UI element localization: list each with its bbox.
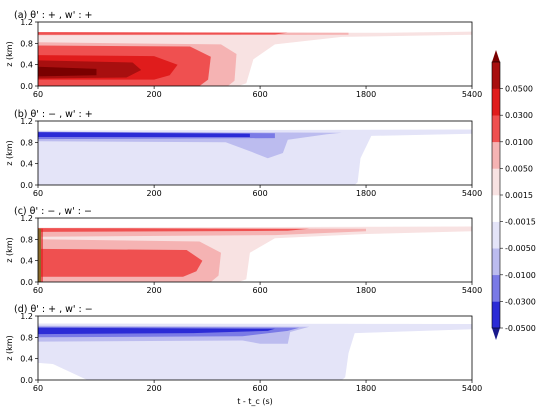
panel-title: (d) θ' : + , w' : − xyxy=(14,304,93,315)
panel-4-field xyxy=(38,316,472,380)
y-tick-label: 0.4 xyxy=(20,61,33,70)
colorbar-tick-label: 0.0015 xyxy=(505,191,533,200)
colorbar-bin xyxy=(492,301,500,329)
x-tick-label: 60 xyxy=(33,189,43,198)
x-tick-label: 200 xyxy=(146,90,161,99)
x-tick-label: 5400 xyxy=(462,286,482,295)
colorbar-tick-label: -0.0015 xyxy=(505,218,536,227)
panel-2: (b) θ' : − , w' : + 0.0 0.4 0.8 1.2 60 200 600 1… xyxy=(5,109,482,198)
colorbar-bin xyxy=(492,248,500,276)
colorbar-tick-label: -0.0100 xyxy=(505,271,536,280)
y-tick-label: 0.0 xyxy=(20,376,33,385)
plot-frame xyxy=(37,217,473,283)
y-tick-label: 0.4 xyxy=(20,257,33,266)
x-tick-label: 600 xyxy=(252,384,267,393)
colorbar-tick-label: 0.0500 xyxy=(505,85,533,94)
colorbar: -0.0500 -0.0300 -0.0100 -0.0050 -0.0015 0.001… xyxy=(491,50,536,340)
x-tick-label: 60 xyxy=(33,286,43,295)
colorbar-bin xyxy=(492,221,500,249)
x-axis-label: t - t_c (s) xyxy=(237,397,273,406)
panel-title: (b) θ' : − , w' : + xyxy=(14,109,93,120)
panel-1: (a) θ' : + , w' : + 0.0 0.4 0.8 1.2 60 200 600 1… xyxy=(5,10,482,99)
x-tick-label: 200 xyxy=(146,384,161,393)
x-tick-label: 200 xyxy=(146,189,161,198)
x-tick-label: 1800 xyxy=(356,189,376,198)
x-tick-label: 5400 xyxy=(462,90,482,99)
panel-1-field xyxy=(38,22,472,86)
y-tick-label: 0.4 xyxy=(20,160,33,169)
x-tick-label: 5400 xyxy=(462,189,482,198)
panel-3: (c) θ' : − , w' : − 0.0 0.4 0.8 1.2 60 200 600 1… xyxy=(5,206,482,295)
x-tick-label: 60 xyxy=(33,384,43,393)
colorbar-tick-label: -0.0500 xyxy=(505,324,536,333)
y-tick-label: 0.0 xyxy=(20,82,33,91)
x-tick-label: 200 xyxy=(146,286,161,295)
contour-level-1 xyxy=(38,129,472,185)
colorbar-tick-label: -0.0050 xyxy=(505,244,536,253)
edge-strip-inner xyxy=(41,228,43,282)
panel-4: (d) θ' : + , w' : − 0.0 0.4 0.8 1.2 60 200 600 1… xyxy=(5,304,482,393)
contour-level-4 xyxy=(38,327,275,335)
panel-title: (c) θ' : − , w' : − xyxy=(14,206,92,217)
y-tick-label: 1.2 xyxy=(20,214,33,223)
contour-upper-3 xyxy=(38,228,310,232)
colorbar-bin xyxy=(492,88,500,116)
x-tick-label: 60 xyxy=(33,90,43,99)
colorbar-bin xyxy=(492,141,500,169)
colorbar-bin xyxy=(492,168,500,196)
x-tick-label: 1800 xyxy=(356,384,376,393)
colorbar-bin xyxy=(492,62,500,89)
colorbar-bin xyxy=(492,195,500,222)
y-tick-label: 0.8 xyxy=(20,39,33,48)
y-tick-label: 0.4 xyxy=(20,355,33,364)
y-tick-label: 0.8 xyxy=(20,138,33,147)
y-axis-label: z (km) xyxy=(5,237,14,262)
y-tick-label: 0.8 xyxy=(20,333,33,342)
contour-level-4 xyxy=(38,132,250,137)
y-tick-label: 1.2 xyxy=(20,18,33,27)
contour-upper-3 xyxy=(38,32,288,35)
x-tick-label: 1800 xyxy=(356,90,376,99)
contour-lower-3 xyxy=(38,248,203,277)
colorbar-tick-label: 0.0100 xyxy=(505,138,533,147)
y-tick-label: 0.0 xyxy=(20,181,33,190)
panel-3-field xyxy=(38,218,472,282)
x-tick-label: 1800 xyxy=(356,286,376,295)
plot-frame xyxy=(37,120,473,186)
panel-title: (a) θ' : + , w' : + xyxy=(14,10,93,21)
x-tick-label: 600 xyxy=(252,189,267,198)
contour-lower-6 xyxy=(38,66,97,77)
edge-strip xyxy=(38,228,41,282)
colorbar-bin xyxy=(492,274,500,302)
plot-frame xyxy=(37,315,473,381)
x-tick-label: 5400 xyxy=(462,384,482,393)
plot-frame xyxy=(37,21,473,87)
y-axis-label: z (km) xyxy=(5,140,14,165)
colorbar-tick-label: 0.0300 xyxy=(505,111,533,120)
colorbar-tick-label: -0.0300 xyxy=(505,297,536,306)
colorbar-tick-label: 0.0050 xyxy=(505,164,533,173)
panel-2-field xyxy=(38,121,472,185)
y-tick-label: 0.8 xyxy=(20,235,33,244)
y-tick-label: 1.2 xyxy=(20,312,33,321)
colorbar-extend-top xyxy=(492,50,500,62)
x-tick-label: 600 xyxy=(252,286,267,295)
y-tick-label: 1.2 xyxy=(20,117,33,126)
y-tick-label: 0.0 xyxy=(20,278,33,287)
colorbar-bin xyxy=(492,115,500,143)
colorbar-extend-bottom xyxy=(492,328,500,340)
y-axis-label: z (km) xyxy=(5,335,14,360)
y-axis-label: z (km) xyxy=(5,41,14,66)
x-tick-label: 600 xyxy=(252,90,267,99)
